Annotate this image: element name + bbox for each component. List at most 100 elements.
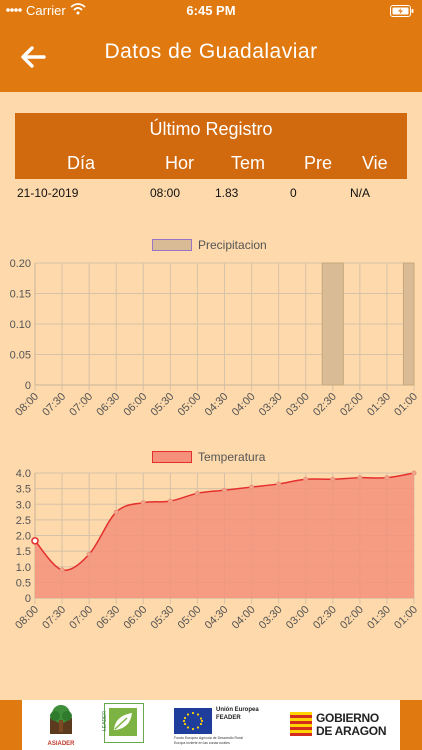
signal-icon (6, 3, 22, 18)
temp-legend[interactable]: Temperatura (152, 450, 265, 464)
x-tick-label: 06:00 (121, 604, 149, 632)
last-record-title: Último Registro (149, 119, 273, 139)
column-header-day: Día (67, 153, 96, 173)
x-tick-label: 06:30 (94, 604, 122, 632)
temp-point (222, 487, 227, 493)
tree-icon (50, 705, 72, 734)
y-tick-label: 3.0 (16, 499, 31, 511)
x-tick-label: 03:30 (257, 604, 285, 632)
asiader-label: ASIADER (47, 741, 75, 747)
footer-edge-left (0, 700, 22, 750)
temp-point (276, 481, 282, 487)
y-tick-label: 0.05 (10, 350, 31, 362)
column-header-hour: Hor (165, 153, 195, 173)
x-tick-label: 03:00 (284, 391, 312, 419)
y-tick-label: 0.15 (10, 289, 31, 301)
y-tick-label: 2.5 (16, 515, 31, 527)
x-tick-label: 04:30 (203, 604, 231, 632)
eu-title: Unión Europea (216, 707, 259, 713)
eu-small-text-1: Fondo Europeo Agrícola de Desarrollo Rur… (174, 736, 243, 740)
x-tick-label: 02:30 (311, 391, 339, 419)
x-tick-label: 06:00 (121, 391, 149, 419)
column-header-temp: Tem (231, 153, 266, 173)
temp-point (86, 551, 92, 557)
temp-area (35, 473, 414, 598)
x-tick-label: 01:30 (365, 604, 393, 632)
gobierno-line-2: DE ARAGON (316, 724, 387, 738)
column-header-wind: Vie (362, 153, 388, 173)
y-tick-label: 4.0 (16, 468, 31, 480)
x-tick-label: 04:00 (230, 391, 258, 419)
nav-bar: Datos de Guadalaviar (0, 22, 422, 92)
temp-point (140, 500, 146, 506)
y-tick-label: 2.0 (16, 531, 31, 543)
x-tick-label: 01:00 (392, 391, 420, 419)
page-title: Datos de Guadalaviar (104, 40, 318, 63)
temp-point (330, 476, 336, 482)
x-tick-label: 08:00 (13, 391, 41, 419)
x-tick-label: 07:00 (67, 604, 95, 632)
x-tick-label: 03:30 (257, 391, 285, 419)
y-tick-label: 1.0 (16, 562, 31, 574)
x-tick-label: 04:00 (230, 604, 258, 632)
x-tick-label: 04:30 (203, 391, 231, 419)
y-tick-label: 3.5 (16, 484, 31, 496)
leaf-icon (109, 708, 137, 736)
precip-legend[interactable]: Precipitacion (152, 238, 267, 252)
footer-logos: ASIADER LEADER Unión Europea FEADER Fond… (0, 700, 422, 750)
temp-point (113, 509, 119, 515)
asiader-logo: ASIADER (44, 704, 78, 748)
x-tick-label: 07:30 (40, 604, 68, 632)
record-wind: N/A (350, 186, 371, 200)
gobierno-aragon-logo: GOBIERNO DE ARAGON (290, 711, 398, 741)
y-tick-label: 0 (25, 593, 31, 605)
back-button[interactable] (18, 42, 48, 72)
x-tick-label: 08:00 (13, 604, 41, 632)
y-tick-label: 0 (25, 380, 31, 392)
eu-small-text-2: Europa invierte en las zonas rurales (174, 741, 230, 745)
x-tick-label: 07:00 (67, 391, 95, 419)
x-tick-label: 01:00 (392, 604, 420, 632)
temperature-chart: 4.0 3.5 3.0 2.5 2.0 1.5 1.0 0.5 008:00 07:30 07:00… (13, 468, 420, 632)
x-tick-label: 03:00 (284, 604, 312, 632)
status-bar: Carrier 6:45 PM (0, 0, 422, 22)
y-tick-label: 0.5 (16, 577, 31, 589)
temp-legend-swatch (152, 451, 192, 463)
leader-label: LEADER (102, 710, 109, 732)
column-header-precip: Pre (304, 153, 333, 173)
temp-legend-label: Temperatura (198, 450, 266, 464)
precip-bar (402, 262, 415, 386)
carrier-name: Carrier (26, 3, 66, 18)
gobierno-line-1: GOBIERNO (316, 711, 379, 725)
record-temp: 1.83 (215, 186, 239, 200)
x-tick-label: 05:30 (149, 391, 177, 419)
x-tick-label: 02:00 (338, 391, 366, 419)
precip-legend-label: Precipitacion (198, 238, 267, 252)
x-tick-label: 02:30 (311, 604, 339, 632)
temp-point (411, 470, 417, 476)
leader-logo: LEADER (102, 703, 144, 743)
y-tick-label: 0.10 (10, 319, 31, 331)
record-precip: 0 (290, 186, 297, 200)
x-tick-label: 01:30 (365, 391, 393, 419)
record-hour: 08:00 (150, 186, 181, 200)
temp-point (59, 567, 65, 573)
y-tick-label: 0.20 (10, 258, 31, 270)
status-time: 6:45 PM (186, 3, 236, 18)
precip-legend-swatch (152, 239, 192, 251)
temp-point (249, 484, 255, 490)
wifi-icon (70, 3, 86, 18)
precipitation-chart: 0.20 0.15 0.10 0.05 008:00 07:30 07:00 06:30 06:… (10, 258, 421, 419)
y-tick-label: 1.5 (16, 546, 31, 558)
temp-point (31, 537, 39, 545)
temp-point (384, 475, 390, 481)
eu-feader-logo: Unión Europea FEADER Fondo Europeo Agríc… (174, 706, 270, 748)
x-tick-label: 05:00 (176, 604, 204, 632)
temp-point (167, 498, 173, 504)
last-record-table: Último Registro Día Hor Tem Pre Vie (15, 113, 407, 179)
arrow-left-icon (21, 46, 46, 68)
temp-point (357, 475, 363, 481)
eu-flag-icon (174, 708, 212, 734)
record-day: 21-10-2019 (17, 186, 79, 200)
x-tick-label: 07:30 (40, 391, 68, 419)
